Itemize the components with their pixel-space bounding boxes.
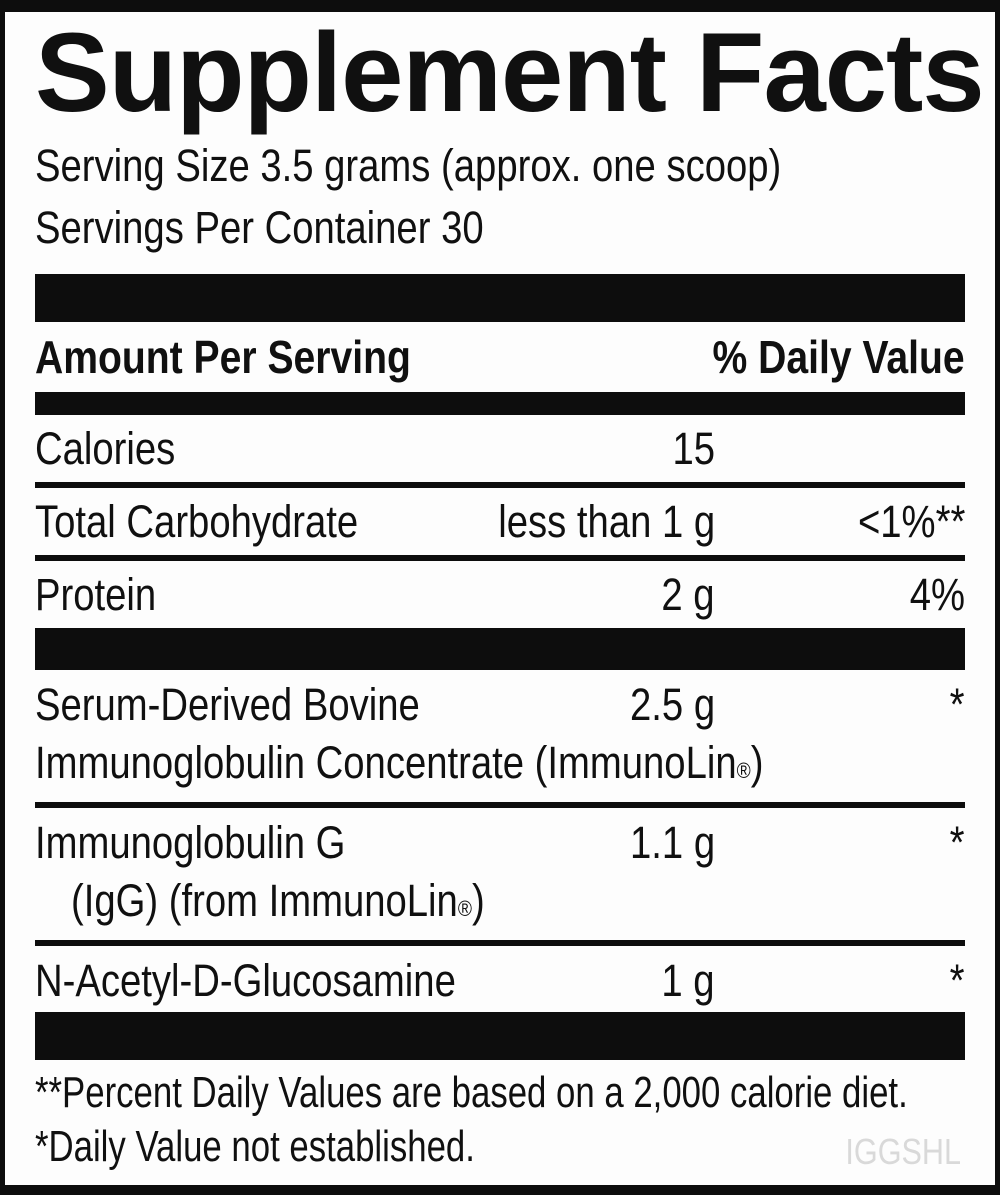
nutrient-name: Protein (35, 569, 157, 620)
watermark-code: IGGSHL (845, 1131, 961, 1172)
amount-per-serving-header: Amount Per Serving (35, 331, 411, 383)
nutrient-dv: <1%** (857, 496, 965, 547)
ingredient-name-line1: Serum-Derived Bovine (35, 679, 420, 730)
ingredient-row-immunoglobulin-g: Immunoglobulin G (IgG) (from ImmunoLin®)… (35, 808, 965, 940)
ingredient-row-n-acetyl-d-glucosamine: N-Acetyl-D-Glucosamine 1 g * (35, 946, 965, 1012)
separator-bar-top (35, 274, 965, 322)
nutrient-name: Calories (35, 423, 176, 474)
ingredient-dv: * (950, 955, 965, 1006)
ingredient-amount: 1 g (661, 955, 715, 1006)
row-divider (35, 482, 965, 488)
ingredient-name-line2: Immunoglobulin Concentrate (ImmunoLin®) (35, 737, 764, 788)
serving-size-text: Serving Size 3.5 grams (approx. one scoo… (35, 140, 782, 191)
ingredient-name-line1: N-Acetyl-D-Glucosamine (35, 955, 456, 1006)
nutrient-name: Total Carbohydrate (35, 496, 359, 547)
table-header-row: Amount Per Serving % Daily Value (35, 322, 965, 392)
nutrient-row-carbohydrate: Total Carbohydrate less than 1 g <1%** (35, 488, 965, 555)
ingredient-row-immunoglobulin-concentrate: Serum-Derived Bovine Immunoglobulin Conc… (35, 670, 965, 802)
nutrient-amount: 15 (672, 423, 715, 474)
row-divider (35, 802, 965, 808)
ingredient-name-line1: Immunoglobulin G (35, 817, 346, 868)
label-title: Supplement Facts (35, 10, 985, 135)
daily-value-header: % Daily Value (712, 331, 965, 383)
separator-bar-bottom (35, 1012, 965, 1060)
footnote-daily-values: **Percent Daily Values are based on a 2,… (35, 1068, 908, 1117)
separator-bar-middle (35, 628, 965, 670)
nutrient-amount: less than 1 g (498, 496, 715, 547)
footnote-not-established: *Daily Value not established. (35, 1122, 475, 1171)
ingredient-name-line2: (IgG) (from ImmunoLin®) (71, 875, 485, 926)
nutrient-row-protein: Protein 2 g 4% (35, 561, 965, 628)
ingredient-dv: * (950, 679, 965, 730)
footnotes: **Percent Daily Values are based on a 2,… (35, 1066, 965, 1174)
nutrient-row-calories: Calories 15 (35, 415, 965, 482)
row-divider (35, 555, 965, 561)
nutrient-dv: 4% (909, 569, 965, 620)
servings-per-container-line: Servings Per Container 30 (35, 202, 965, 254)
row-divider (35, 940, 965, 946)
servings-per-container-text: Servings Per Container 30 (35, 202, 484, 253)
ingredient-dv: * (950, 817, 965, 868)
ingredient-amount: 2.5 g (629, 679, 715, 730)
ingredient-amount: 1.1 g (629, 817, 715, 868)
separator-bar-header (35, 392, 965, 415)
serving-size-line: Serving Size 3.5 grams (approx. one scoo… (35, 140, 965, 192)
nutrient-amount: 2 g (661, 569, 715, 620)
